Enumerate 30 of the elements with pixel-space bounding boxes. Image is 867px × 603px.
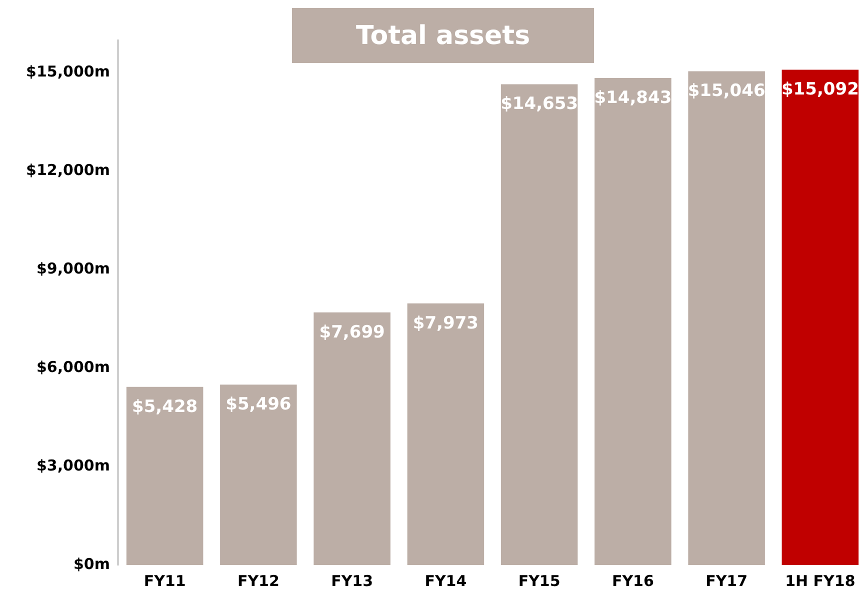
x-tick-label: FY11 xyxy=(144,572,186,590)
data-label: $14,653 xyxy=(500,94,578,114)
y-tick-label: $6,000m xyxy=(36,358,110,376)
bar xyxy=(688,71,765,565)
bar xyxy=(500,84,578,565)
bar xyxy=(407,303,484,565)
y-tick-label: $3,000m xyxy=(36,456,110,474)
bar xyxy=(220,384,297,565)
x-tick-label: FY14 xyxy=(424,572,467,590)
x-tick-label: FY16 xyxy=(612,572,654,590)
x-tick-label: FY15 xyxy=(518,572,560,590)
bar xyxy=(594,78,672,565)
data-label: $5,496 xyxy=(226,394,292,415)
data-label: $7,699 xyxy=(319,322,385,342)
x-tick-label: FY12 xyxy=(237,572,280,590)
y-tick-label: $12,000m xyxy=(26,161,110,180)
data-label: $15,092 xyxy=(781,80,859,100)
x-tick-label: FY13 xyxy=(331,572,374,590)
bar xyxy=(782,70,859,565)
data-label: $15,046 xyxy=(688,81,766,102)
data-label: $14,843 xyxy=(594,88,672,108)
data-label: $5,428 xyxy=(132,396,198,417)
y-tick-label: $0m xyxy=(73,554,110,573)
x-tick-label: 1H FY18 xyxy=(785,572,856,590)
x-tick-label: FY17 xyxy=(706,572,748,590)
bar xyxy=(314,312,390,565)
bar xyxy=(126,386,204,565)
y-tick-label: $9,000m xyxy=(36,260,110,278)
y-tick-label: $15,000m xyxy=(26,62,110,81)
data-label: $7,973 xyxy=(412,313,478,334)
